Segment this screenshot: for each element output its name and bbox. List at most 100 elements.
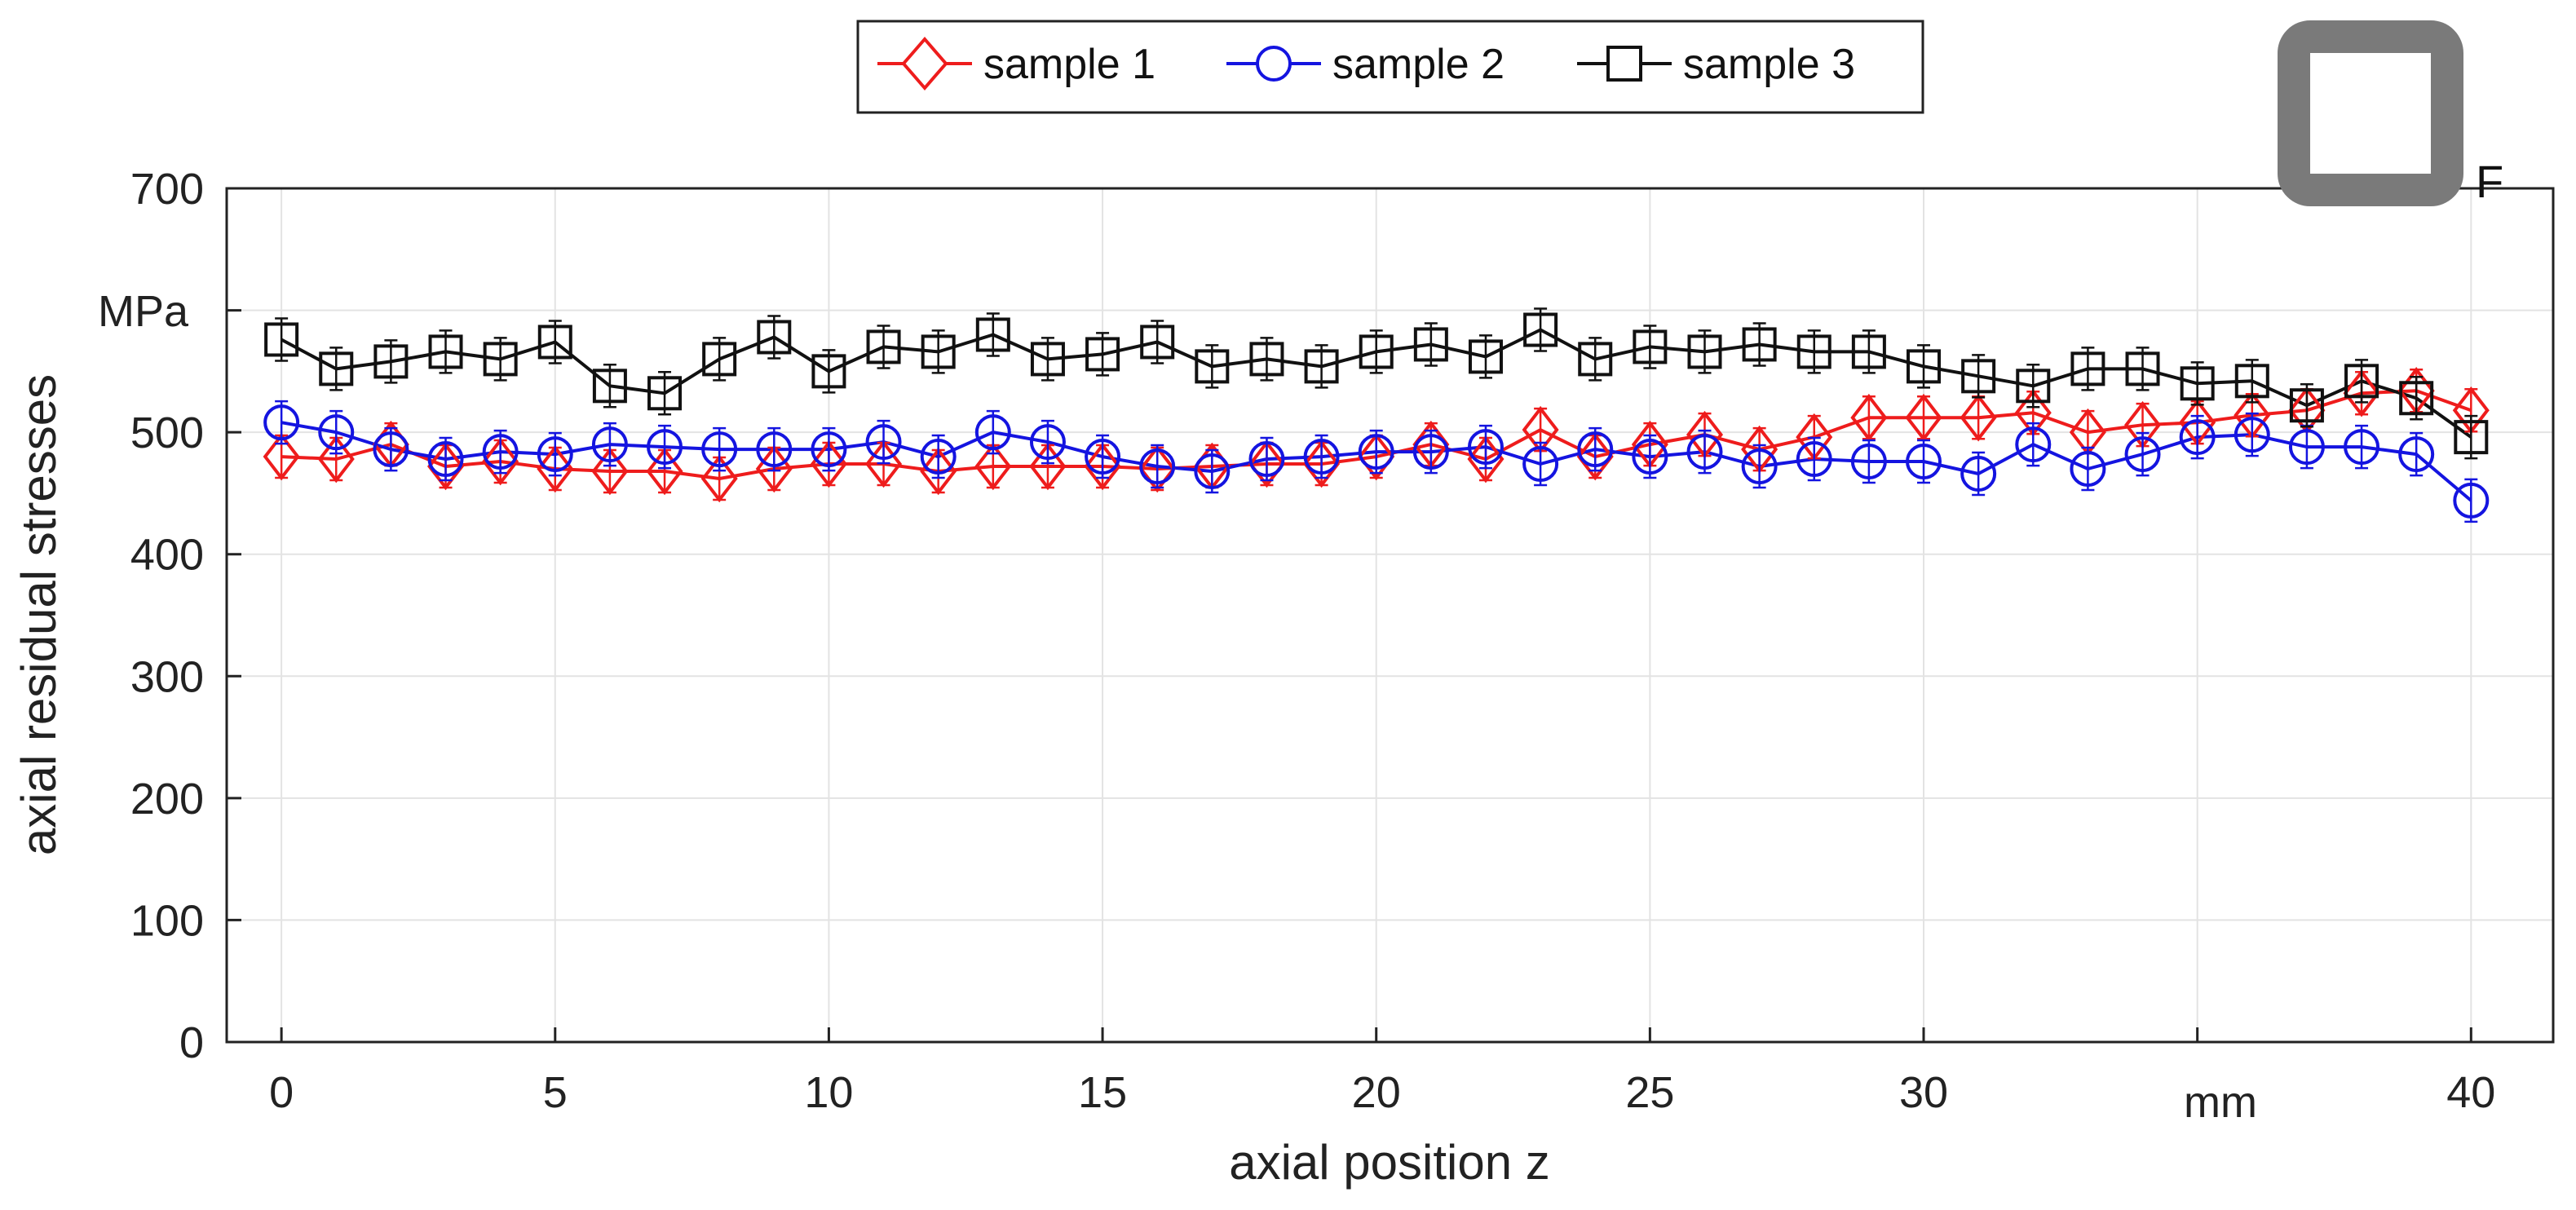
plot-frame (225, 187, 2555, 1044)
data-point-sample-2 (373, 426, 409, 472)
legend: sample 1 sample 2 sample 3 (856, 20, 1924, 114)
y-axis-title: axial residual stresses (11, 374, 66, 855)
data-point-sample-2 (1358, 429, 1394, 475)
series-layer (263, 307, 2490, 523)
x-tick-label: 40 (2446, 1068, 2495, 1117)
data-point-sample-3 (1030, 337, 1065, 382)
x-tick-label: 0 (269, 1068, 294, 1117)
y-unit-label: MPa (98, 287, 189, 336)
data-point-sample-2 (1412, 429, 1449, 475)
data-point-sample-2 (920, 434, 957, 479)
data-point-sample-3 (2234, 359, 2269, 404)
y-tick-label: 500 (130, 408, 204, 457)
data-point-sample-2 (701, 426, 738, 472)
data-point-sample-3 (483, 337, 518, 382)
legend-box (856, 20, 1924, 114)
series-points-sample-3 (264, 307, 2489, 460)
data-point-sample-3 (975, 312, 1010, 357)
data-point-sample-3 (1523, 307, 1558, 352)
data-point-sample-3 (2180, 361, 2215, 406)
x-tick-label: 10 (804, 1068, 853, 1117)
data-point-sample-3 (1687, 329, 1722, 374)
data-point-sample-2 (1522, 441, 1559, 487)
x-tick-label: 25 (1625, 1068, 1674, 1117)
data-point-sample-3 (428, 329, 463, 374)
data-point-sample-2 (482, 429, 519, 475)
data-point-sample-3 (1304, 344, 1339, 389)
data-point-sample-3 (2289, 382, 2324, 428)
y-tick-label: 100 (130, 896, 204, 945)
data-point-sample-3 (319, 347, 354, 391)
data-point-sample-3 (1468, 334, 1503, 379)
legend-entry-sample-3: sample 3 (1577, 41, 1855, 88)
data-point-sample-2 (1796, 436, 1832, 482)
data-point-sample-3 (866, 325, 901, 369)
data-point-sample-3 (811, 349, 846, 394)
legend-label: sample 2 (1332, 41, 1505, 88)
y-tick-label: 400 (130, 531, 204, 580)
y-tick-label: 0 (179, 1018, 204, 1067)
data-point-sample-3 (1195, 344, 1230, 389)
data-point-sample-3 (1796, 329, 1831, 374)
x-unit-label: mm (2184, 1078, 2257, 1127)
data-point-sample-2 (1850, 439, 1887, 484)
legend-label: sample 3 (1683, 41, 1855, 88)
y-tick-label: 700 (130, 165, 204, 214)
data-point-sample-3 (2454, 414, 2489, 460)
data-point-sample-2 (318, 409, 355, 455)
legend-square-icon (1606, 46, 1642, 82)
data-point-sample-2 (1303, 434, 1340, 479)
data-point-sample-2 (647, 424, 683, 470)
data-point-sample-3 (264, 317, 299, 362)
data-point-sample-3 (1851, 329, 1886, 374)
tick-layer: 0 100 200 300 400 500 700 0 5 10 15 20 25 30 40 (130, 165, 2495, 1117)
y-tick-label: 300 (130, 652, 204, 701)
data-point-sample-2 (1686, 429, 1723, 475)
data-point-sample-2 (263, 400, 300, 445)
data-point-sample-2 (1085, 434, 1121, 479)
data-point-sample-2 (2234, 412, 2270, 457)
data-point-sample-1 (591, 447, 629, 496)
data-point-sample-3 (2070, 347, 2105, 391)
data-point-sample-3 (757, 315, 792, 360)
data-point-sample-2 (1029, 419, 1066, 465)
data-point-sample-2 (974, 409, 1011, 455)
data-point-sample-2 (1139, 444, 1176, 489)
legend-marker-shape (1606, 46, 1642, 82)
series-points-sample-2 (263, 400, 2490, 523)
legend-marker-shape (901, 36, 948, 91)
data-point-sample-3 (2016, 364, 2051, 408)
data-point-sample-2 (756, 426, 793, 472)
legend-marker-shape (1256, 46, 1292, 82)
data-point-sample-3 (1249, 337, 1284, 382)
data-point-sample-2 (591, 422, 628, 467)
data-point-sample-3 (1140, 320, 1175, 364)
legend-entry-sample-2: sample 2 (1226, 41, 1505, 88)
data-point-sample-2 (811, 426, 847, 472)
x-tick-label: 30 (1899, 1068, 1948, 1117)
data-point-sample-2 (2124, 431, 2161, 477)
data-point-sample-3 (2344, 359, 2379, 404)
data-point-sample-3 (2125, 347, 2160, 391)
square-tube-icon (2278, 20, 2463, 206)
legend-diamond-icon (901, 36, 948, 91)
data-point-sample-2 (2070, 446, 2106, 492)
legend-label: sample 1 (983, 41, 1155, 88)
data-point-sample-3 (1085, 332, 1120, 377)
x-tick-label: 20 (1352, 1068, 1401, 1117)
profile-symbol: F (2278, 20, 2503, 207)
data-point-sample-3 (1907, 344, 1942, 389)
data-point-sample-2 (1632, 434, 1668, 479)
profile-symbol-label: F (2476, 156, 2503, 207)
data-point-sample-3 (647, 371, 683, 416)
data-point-sample-2 (1467, 424, 1504, 470)
y-tick-label: 200 (130, 775, 204, 824)
data-point-sample-3 (1413, 322, 1448, 367)
data-point-sample-3 (373, 339, 409, 384)
data-point-sample-3 (1961, 354, 1996, 399)
data-point-sample-3 (1742, 322, 1777, 367)
data-point-sample-3 (1359, 329, 1394, 374)
legend-entry-sample-1: sample 1 (877, 36, 1155, 91)
data-point-sample-2 (1906, 439, 1942, 484)
